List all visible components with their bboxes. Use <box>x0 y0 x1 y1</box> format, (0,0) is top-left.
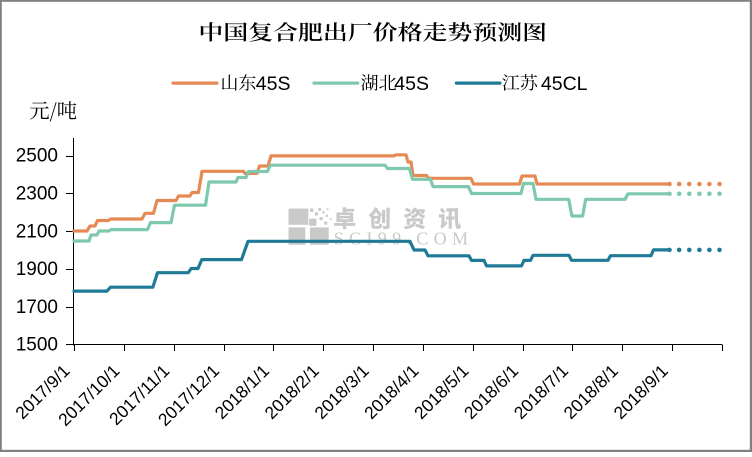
svg-text:1900: 1900 <box>16 259 58 280</box>
svg-text:2300: 2300 <box>16 184 58 205</box>
svg-text:SCI99.COM: SCI99.COM <box>334 229 474 249</box>
svg-text:45S: 45S <box>394 73 429 95</box>
svg-text:45S: 45S <box>256 73 291 95</box>
svg-text:45CL: 45CL <box>541 73 588 95</box>
svg-text:2100: 2100 <box>16 221 58 242</box>
svg-text:1700: 1700 <box>16 297 58 318</box>
svg-text:2500: 2500 <box>16 146 58 167</box>
svg-text:1500: 1500 <box>16 335 58 356</box>
